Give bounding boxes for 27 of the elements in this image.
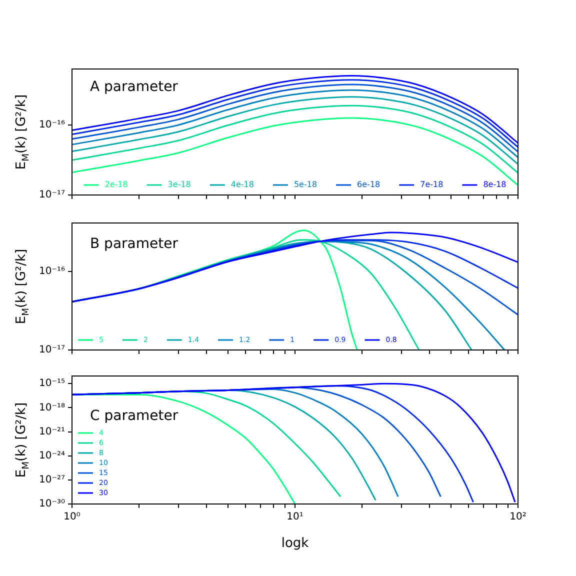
y-axis-title: EM(k) [G²/k] (14, 402, 32, 478)
text: B parameter (90, 236, 178, 252)
y-tick-label: 10⁻²⁴ (38, 450, 65, 462)
legend-label: 8e-18 (483, 180, 506, 190)
y-tick-label: 10⁻²⁷ (38, 474, 65, 486)
y-tick-label: 10⁻¹⁷ (38, 190, 65, 201)
y-tick-label: 10⁻¹⁵ (38, 378, 65, 390)
x-tick-label: 10⁰ (64, 512, 80, 523)
x-tick-label: 10¹ (286, 512, 304, 523)
x-tick-label: 10² (510, 512, 526, 523)
legend-label: 5e-18 (294, 180, 318, 190)
y-axis-title: EM(k) [G²/k] (14, 248, 32, 324)
text: A parameter (90, 79, 178, 95)
legend-label: 7e-18 (420, 180, 444, 190)
x-axis-title: logk (281, 536, 310, 551)
y-tick-label: 10⁻³⁰ (38, 498, 65, 510)
y-tick-label: 10⁻¹⁸ (38, 402, 65, 414)
text: C parameter (90, 408, 178, 424)
y-tick-label: 10⁻¹⁶ (38, 120, 65, 131)
y-tick-label: 10⁻¹⁷ (38, 344, 65, 356)
y-tick-label: 10⁻¹⁶ (38, 266, 65, 277)
legend-label: 6e-18 (357, 180, 380, 190)
legend-label: 4e-18 (230, 180, 254, 190)
legend-label: 2e-18 (104, 180, 128, 190)
y-tick-label: 10⁻²¹ (38, 426, 65, 438)
legend-label: 3e-18 (168, 180, 191, 190)
y-axis-title: EM(k) [G²/k] (14, 94, 32, 170)
